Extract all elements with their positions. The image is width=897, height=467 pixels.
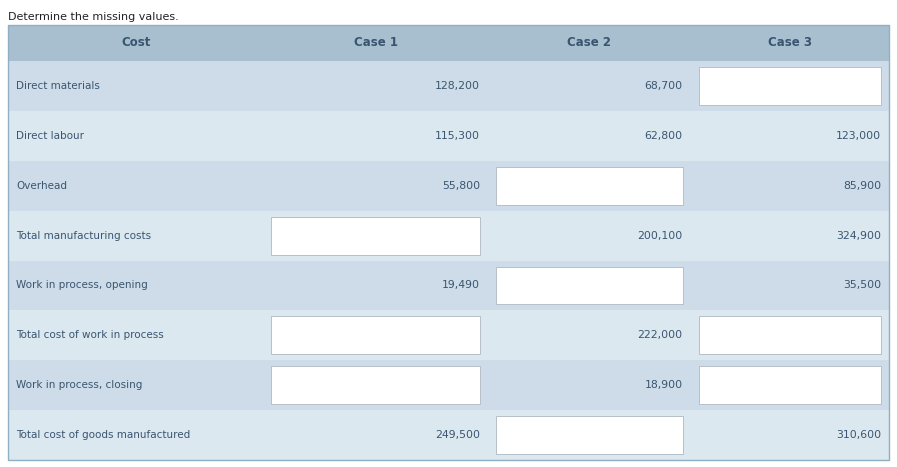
Bar <box>8 111 889 161</box>
Text: 222,000: 222,000 <box>638 330 683 340</box>
Bar <box>699 67 881 105</box>
Text: 200,100: 200,100 <box>638 231 683 241</box>
Text: Work in process, closing: Work in process, closing <box>16 380 143 390</box>
Text: Work in process, opening: Work in process, opening <box>16 281 148 290</box>
Text: 19,490: 19,490 <box>442 281 480 290</box>
Text: Cost: Cost <box>121 36 151 50</box>
Text: Direct labour: Direct labour <box>16 131 84 141</box>
Text: Total cost of goods manufactured: Total cost of goods manufactured <box>16 430 190 440</box>
Text: Determine the missing values.: Determine the missing values. <box>8 12 179 22</box>
Text: 62,800: 62,800 <box>645 131 683 141</box>
Bar <box>8 360 889 410</box>
Text: Case 2: Case 2 <box>568 36 612 50</box>
Text: 85,900: 85,900 <box>843 181 881 191</box>
Bar <box>272 217 480 255</box>
Bar <box>496 267 683 304</box>
Text: Total cost of work in process: Total cost of work in process <box>16 330 164 340</box>
Bar <box>699 316 881 354</box>
Text: 123,000: 123,000 <box>836 131 881 141</box>
Bar <box>8 61 889 111</box>
Text: Case 1: Case 1 <box>353 36 397 50</box>
Bar <box>8 311 889 360</box>
Text: 128,200: 128,200 <box>435 81 480 91</box>
Bar <box>496 167 683 205</box>
Bar <box>272 316 480 354</box>
Bar <box>8 261 889 311</box>
Text: Case 3: Case 3 <box>768 36 812 50</box>
Text: 55,800: 55,800 <box>442 181 480 191</box>
Text: 310,600: 310,600 <box>836 430 881 440</box>
Bar <box>699 366 881 404</box>
Text: 18,900: 18,900 <box>645 380 683 390</box>
Text: Total manufacturing costs: Total manufacturing costs <box>16 231 151 241</box>
Bar <box>8 410 889 460</box>
Bar <box>8 25 889 61</box>
Text: 35,500: 35,500 <box>843 281 881 290</box>
Bar <box>8 161 889 211</box>
Text: 249,500: 249,500 <box>435 430 480 440</box>
Text: 115,300: 115,300 <box>435 131 480 141</box>
Text: 324,900: 324,900 <box>836 231 881 241</box>
Bar <box>496 416 683 454</box>
Text: Direct materials: Direct materials <box>16 81 100 91</box>
Bar <box>272 366 480 404</box>
Text: 68,700: 68,700 <box>645 81 683 91</box>
Text: Overhead: Overhead <box>16 181 67 191</box>
Bar <box>8 211 889 261</box>
